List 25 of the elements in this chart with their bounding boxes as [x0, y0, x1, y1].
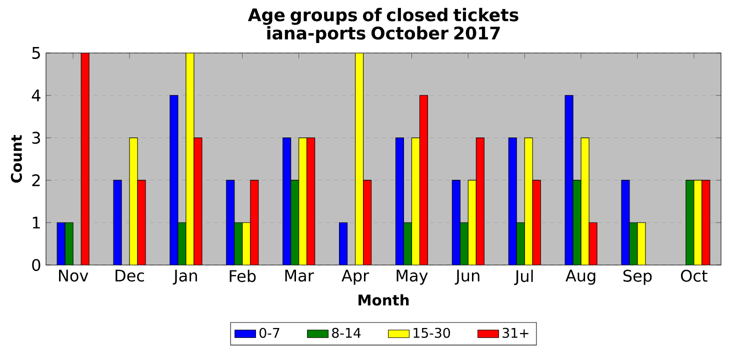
y-axis-title: Count	[10, 134, 22, 183]
x-tick-label: Nov	[59, 270, 88, 282]
x-tick-label: Dec	[116, 270, 144, 282]
y-tick-label: 4	[32, 90, 40, 102]
legend-label: 15-30	[414, 328, 450, 338]
x-tick-label: Apr	[342, 270, 370, 285]
x-tick-label: Feb	[230, 270, 256, 282]
legend-label: 0-7	[260, 328, 280, 338]
x-tick-label: Mar	[285, 270, 314, 282]
x-tick-label: May	[396, 270, 428, 285]
y-tick-label: 1	[32, 216, 40, 228]
y-tick-label: 0	[32, 258, 40, 272]
x-tick-label: Oct	[680, 270, 708, 282]
legend-label: 31+	[502, 328, 528, 338]
x-axis-title: Month	[358, 294, 409, 306]
y-tick-label: 5	[32, 47, 40, 59]
x-tick-label: Sep	[623, 270, 652, 285]
y-tick-label: 2	[32, 174, 40, 186]
y-tick-label: 3	[32, 132, 40, 144]
chart-title: Age groups of closed tickets iana-ports October 2017	[248, 8, 518, 43]
legend-label: 8-14	[332, 328, 361, 338]
x-tick-label: Jul	[514, 270, 533, 286]
x-tick-label: Aug	[566, 270, 596, 285]
x-tick-label: Jan	[172, 270, 197, 285]
x-tick-label: Jun	[454, 270, 480, 285]
